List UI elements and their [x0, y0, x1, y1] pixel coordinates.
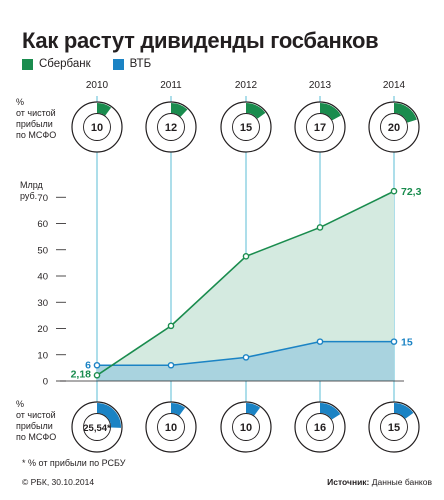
- vtb-payout-2011-share: [171, 403, 186, 416]
- sberbank-payout-2013-value: 17: [314, 122, 326, 134]
- chart-title: Как растут дивиденды госбанков: [22, 28, 379, 53]
- y-tick-label-40: 40: [37, 272, 48, 283]
- bottom-ring-label: % от чистой прибыли по МСФО: [16, 399, 57, 442]
- vtb-point-2010: [93, 361, 101, 369]
- sberbank-area: [97, 191, 394, 381]
- legend-label-vtb: ВТБ: [129, 58, 152, 70]
- legend: Сбербанк ВТБ: [22, 58, 151, 70]
- vtb-point-2013: [316, 338, 324, 345]
- legend-item-vtb: ВТБ: [112, 58, 152, 70]
- vtb-payout-2014-share: [394, 403, 414, 419]
- legend-swatch-vtb: [112, 58, 124, 70]
- vtb-payout-2011-value: 10: [165, 422, 177, 434]
- sberbank-payout-2011-value: 12: [165, 122, 177, 134]
- legend-swatch-sberbank: [22, 58, 33, 70]
- vtb-payout-2014-center: [380, 413, 408, 441]
- y-tick-label-0: 0: [43, 377, 48, 388]
- vtb-payout-2014-value: 15: [388, 422, 400, 434]
- sberbank-payout-2014-value: 20: [388, 122, 400, 134]
- year-label-2010: 2010: [86, 80, 109, 91]
- sberbank-payout-2012-center: [232, 113, 260, 141]
- sberbank-point-2011: [167, 322, 175, 330]
- vtb-area: [97, 341, 394, 381]
- sberbank-payout-2013-center: [306, 113, 334, 141]
- sberbank-payout-2014-center: [380, 113, 408, 141]
- sberbank-point-2012: [242, 253, 250, 260]
- top-ring-label: % от чистой прибыли по МСФО: [16, 97, 57, 140]
- vtb-payout-2010-share: [97, 403, 121, 428]
- y-axis-unit-label: Млрд руб.: [20, 180, 43, 201]
- sberbank-label-2014: 72,3: [401, 186, 422, 198]
- vtb-payout-2010-center: [83, 413, 111, 441]
- year-label-2012: 2012: [235, 80, 258, 91]
- credit: © РБК, 30.10.2014: [22, 477, 95, 487]
- vtb-point-2012: [242, 354, 250, 361]
- legend-label-sberbank: Сбербанк: [39, 58, 91, 70]
- vtb-payout-2012-value: 10: [240, 422, 252, 434]
- year-label-2011: 2011: [160, 80, 182, 91]
- y-tick-label-30: 30: [37, 298, 48, 309]
- sberbank-payout-2010-value: 10: [91, 122, 103, 134]
- sberbank-label-2010: 2,18: [71, 368, 92, 380]
- vtb-label-2010: 6: [85, 359, 91, 371]
- sberbank-payout-2011-share: [171, 103, 188, 117]
- vtb-payout-2013-center: [306, 413, 334, 441]
- vtb-payout-2012-center: [232, 413, 260, 441]
- vtb-payout-2013-share: [320, 403, 341, 420]
- sberbank-payout-2012-value: 15: [240, 122, 252, 134]
- sberbank-payout-2010-share: [97, 103, 112, 116]
- sberbank-point-2010: [93, 371, 101, 379]
- source-text: Данные банков: [371, 477, 432, 487]
- y-tick-label-20: 20: [37, 324, 48, 335]
- vtb-payout-2013-value: 16: [314, 422, 326, 434]
- vtb-label-2014: 15: [401, 337, 413, 349]
- sberbank-payout-2011-center: [157, 113, 185, 141]
- y-tick-label-50: 50: [37, 245, 48, 256]
- year-label-2014: 2014: [383, 80, 406, 91]
- sberbank-payout-2013-share: [320, 103, 342, 121]
- legend-item-sberbank: Сбербанк: [22, 58, 91, 70]
- year-label-2013: 2013: [309, 80, 332, 91]
- y-tick-label-70: 70: [37, 193, 48, 204]
- vtb-payout-2011-center: [157, 413, 185, 441]
- sberbank-payout-2012-share: [246, 103, 266, 119]
- footnote: * % от прибыли по РСБУ: [22, 458, 126, 468]
- sberbank-payout-2014-share: [394, 103, 417, 123]
- vtb-payout-2012-share: [246, 403, 261, 416]
- y-tick-label-60: 60: [37, 219, 48, 230]
- vtb-payout-2010-value: 25,54*: [83, 423, 111, 434]
- sberbank-point-2014: [390, 187, 398, 195]
- y-tick-label-10: 10: [37, 350, 48, 361]
- sberbank-payout-2010-center: [83, 113, 111, 141]
- source: Источник: Данные банков: [327, 477, 432, 487]
- vtb-point-2011: [167, 361, 175, 369]
- source-label: Источник:: [327, 477, 370, 487]
- vtb-point-2014: [390, 338, 398, 345]
- sberbank-point-2013: [316, 224, 324, 231]
